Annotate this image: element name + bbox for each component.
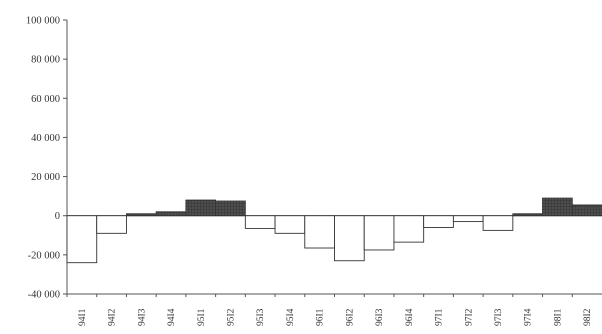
y-tick-label: 0 — [55, 211, 60, 222]
bar-97I4 — [512, 213, 544, 217]
x-tick-label: 96I2 — [345, 308, 355, 326]
x-tick-label: 94I3 — [137, 308, 147, 326]
bar-94I1 — [66, 215, 98, 264]
bar-98I2 — [571, 204, 602, 217]
x-tick-label: 96I4 — [405, 308, 415, 326]
bar-98I1 — [542, 197, 573, 217]
bar-95I1 — [185, 199, 217, 217]
y-tick-label: -40 000 — [28, 290, 60, 301]
x-tick-label: 97I2 — [464, 308, 474, 326]
x-tick-label: 97I1 — [435, 308, 445, 326]
y-tick-label: 80 000 — [31, 55, 60, 66]
x-tick-label: 96I3 — [375, 308, 385, 326]
y-tick-label: 40 000 — [31, 133, 60, 144]
bar-96I2 — [334, 215, 365, 262]
x-tick-label: 97I3 — [494, 308, 504, 326]
x-tick-label: 98I1 — [553, 308, 563, 326]
bar-94I3 — [125, 213, 157, 217]
x-tick-label: 94I2 — [108, 308, 118, 326]
bar-95I2 — [215, 200, 246, 217]
x-tick-label: 95I3 — [256, 308, 266, 326]
bar-97I3 — [482, 215, 514, 231]
bars — [66, 197, 602, 264]
axes — [63, 19, 602, 297]
y-tick-label: 60 000 — [31, 94, 60, 105]
y-tick-label: 100 000 — [26, 16, 60, 27]
y-tick-label: -20 000 — [28, 250, 60, 261]
x-tick-label: 94I1 — [78, 308, 88, 326]
bar-97I2 — [452, 215, 484, 223]
x-tick-label: 95I1 — [197, 308, 207, 326]
bar-96I1 — [304, 215, 335, 249]
x-tick-label: 96I1 — [316, 308, 326, 326]
x-tick-label: 98I2 — [583, 308, 593, 326]
x-tick-label: 95I4 — [286, 308, 296, 326]
x-tick-label: 97I4 — [524, 308, 534, 326]
y-tick-label: 20 000 — [31, 172, 60, 183]
bar-95I3 — [244, 215, 276, 229]
bar-96I3 — [363, 215, 395, 251]
bar-94I4 — [155, 211, 187, 217]
x-tick-label: 95I2 — [226, 308, 236, 326]
bar-95I4 — [274, 215, 306, 234]
x-tick-label: 94I4 — [167, 308, 177, 326]
tick-labels: -40 000 -20 000 0 20 000 40 000 60 000 80 000 1… — [26, 16, 593, 327]
bar-96I4 — [393, 215, 425, 243]
bar-97I1 — [423, 215, 454, 228]
bar-94I2 — [96, 215, 127, 234]
